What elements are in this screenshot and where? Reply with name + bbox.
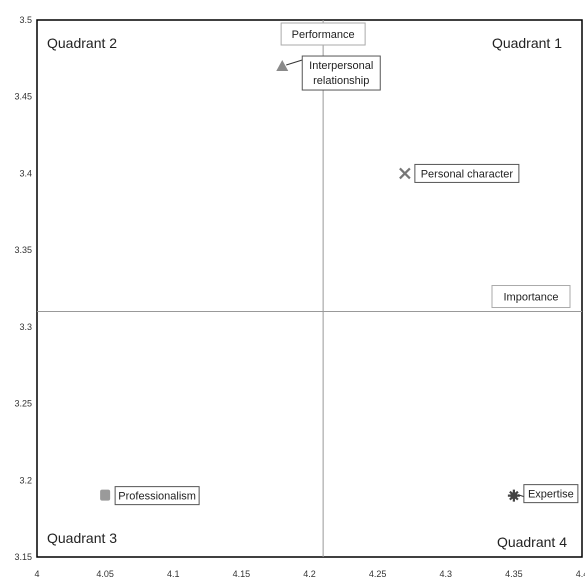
data-label: relationship bbox=[313, 75, 369, 87]
data-label: Interpersonal bbox=[309, 60, 373, 72]
data-point-x bbox=[399, 167, 411, 180]
y-tick-label: 3.25 bbox=[14, 399, 32, 409]
y-tick-label: 3.5 bbox=[19, 15, 32, 25]
y-tick-label: 3.4 bbox=[19, 168, 32, 178]
data-label: Personal character bbox=[421, 168, 514, 180]
y-axis-name: Performance bbox=[292, 29, 355, 41]
quadrant-label: Quadrant 1 bbox=[492, 35, 562, 51]
data-label-box bbox=[301, 55, 381, 91]
x-tick-label: 4.25 bbox=[369, 569, 387, 579]
plot-area-border bbox=[36, 19, 583, 558]
data-point-star-center bbox=[510, 492, 518, 500]
data-point-triangle bbox=[276, 60, 289, 72]
x-tick-label: 4 bbox=[34, 569, 39, 579]
x-tick-label: 4.05 bbox=[96, 569, 114, 579]
x-tick-label: 4.2 bbox=[303, 569, 316, 579]
y-axis-name-box bbox=[280, 22, 366, 46]
x-axis-name: Importance bbox=[503, 292, 558, 304]
quadrant-label: Quadrant 2 bbox=[47, 35, 117, 51]
quadrant-label: Quadrant 3 bbox=[47, 530, 117, 546]
x-tick-label: 4.15 bbox=[233, 569, 251, 579]
data-point-square bbox=[100, 489, 111, 501]
x-tick-label: 4.3 bbox=[439, 569, 452, 579]
x-axis-name-box bbox=[491, 285, 571, 309]
y-tick-label: 3.45 bbox=[14, 92, 32, 102]
x-tick-label: 4.1 bbox=[167, 569, 180, 579]
quadrant-label: Quadrant 4 bbox=[497, 534, 567, 550]
x-tick-label: 4.35 bbox=[505, 569, 523, 579]
y-tick-label: 3.35 bbox=[14, 245, 32, 255]
y-tick-label: 3.3 bbox=[19, 322, 32, 332]
data-label-box bbox=[414, 163, 520, 183]
y-tick-label: 3.2 bbox=[19, 475, 32, 485]
x-tick-label: 4.4 bbox=[576, 569, 585, 579]
data-label-box bbox=[523, 484, 579, 504]
data-label: Expertise bbox=[528, 489, 574, 501]
data-label-leader bbox=[286, 59, 303, 66]
y-tick-label: 3.15 bbox=[14, 552, 32, 562]
data-label-leader bbox=[517, 494, 525, 498]
data-label: Professionalism bbox=[118, 491, 196, 503]
data-label-box bbox=[114, 486, 200, 506]
